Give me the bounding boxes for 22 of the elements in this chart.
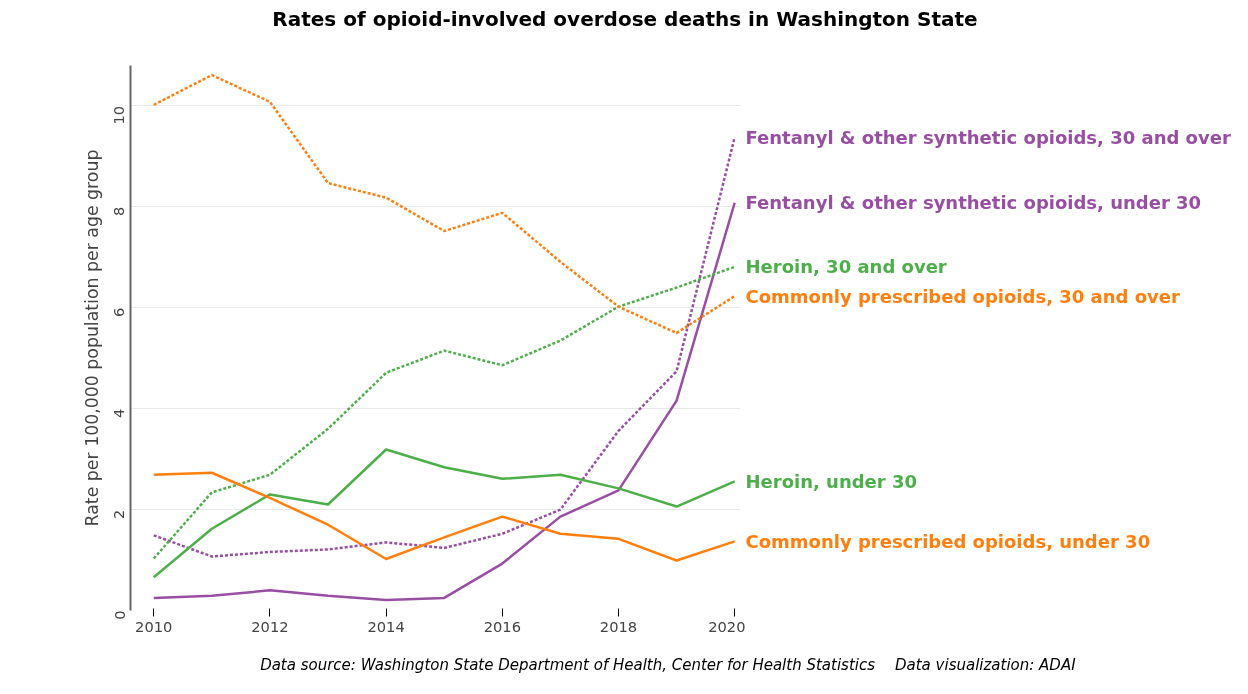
series-label: Commonly prescribed opioids, 30 and over bbox=[745, 285, 1180, 307]
y-tick-label: 0 bbox=[110, 610, 128, 620]
y-tick-label: 4 bbox=[110, 408, 128, 418]
series-label: Heroin, 30 and over bbox=[745, 256, 947, 278]
y-tick-label: 6 bbox=[110, 307, 128, 318]
x-tick-label: 2016 bbox=[483, 617, 521, 635]
series-label: Commonly prescribed opioids, under 30 bbox=[745, 530, 1151, 552]
x-tick-label: 2012 bbox=[251, 617, 289, 635]
series-label: Heroin, under 30 bbox=[745, 470, 918, 492]
y-tick-label: 10 bbox=[110, 105, 128, 125]
series-label: Fentanyl & other synthetic opioids, under 30 bbox=[745, 192, 1202, 214]
chart-title: Rates of opioid-involved overdose deaths in Washington State bbox=[272, 6, 978, 33]
text: Data visualization: ADAI bbox=[895, 655, 1076, 676]
x-tick-label: 2018 bbox=[599, 617, 638, 635]
x-tick-label: 2010 bbox=[135, 617, 173, 635]
x-tick-label: 2020 bbox=[708, 617, 746, 635]
x-tick-label: 2014 bbox=[367, 617, 405, 635]
source-note: Data source: Washington State Department of Health, Center for Health Statistics bbox=[260, 655, 875, 676]
y-tick-label: 8 bbox=[110, 206, 128, 217]
y-tick-label: 2 bbox=[110, 509, 128, 519]
series-label: Fentanyl & other synthetic opioids, 30 and over bbox=[745, 126, 1231, 148]
y-axis-title: Rate per 100,000 population per age group bbox=[81, 149, 102, 527]
